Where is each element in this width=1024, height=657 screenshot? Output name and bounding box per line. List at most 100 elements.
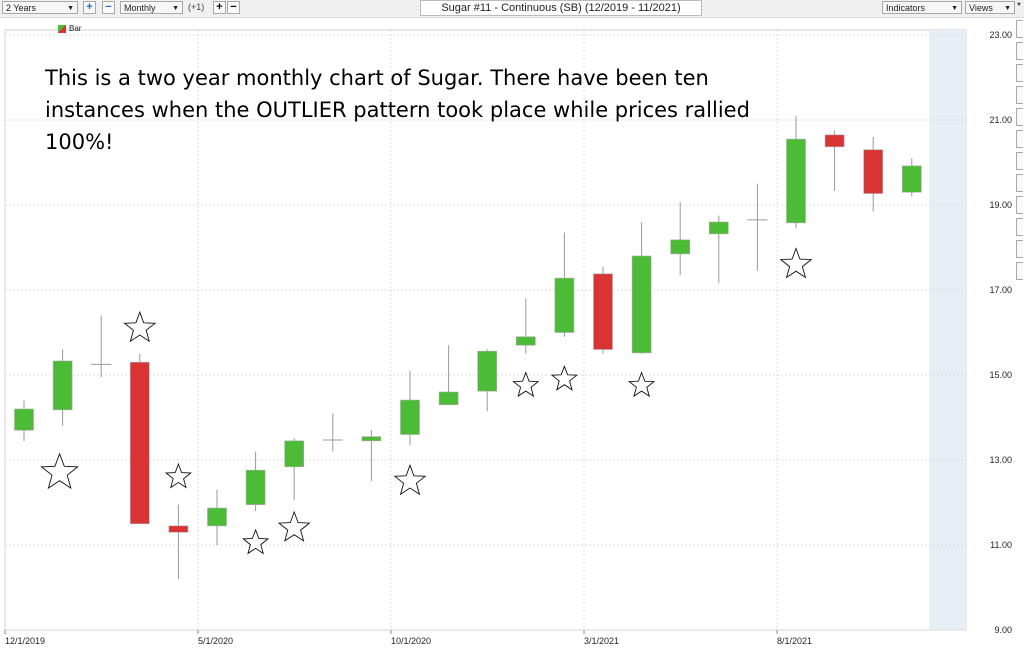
- annotation-text: This is a two year monthly chart of Suga…: [45, 66, 750, 154]
- candle: [284, 437, 305, 501]
- candle-body-up: [207, 507, 227, 527]
- candle: [477, 349, 498, 412]
- candle-body-up: [631, 255, 652, 354]
- offset-decrease-button[interactable]: −: [227, 1, 240, 14]
- views-label: Views: [969, 3, 993, 13]
- candle-body-up: [438, 391, 459, 406]
- candle: [438, 345, 459, 406]
- outlier-star-icon: [550, 365, 579, 391]
- candle: [245, 451, 266, 511]
- candle: [863, 137, 884, 212]
- x-tick-label: 12/1/2019: [5, 636, 45, 646]
- candle: [52, 349, 73, 426]
- y-tick-label: 11.00: [990, 540, 1012, 550]
- zoom-out-button[interactable]: −: [102, 1, 115, 14]
- chart-legend: Bar: [58, 24, 81, 33]
- x-tick-label: 8/1/2021: [777, 636, 812, 646]
- side-tool-button[interactable]: [1016, 108, 1023, 126]
- side-tool-button[interactable]: [1016, 174, 1023, 192]
- candle: [708, 215, 729, 284]
- candle-body-down: [168, 525, 189, 533]
- candle-body-up: [14, 408, 34, 431]
- chevron-down-icon: ▼: [172, 5, 179, 12]
- outlier-star-icon: [512, 371, 540, 398]
- chart-toolbar: 2 Years ▼ + − Monthly ▼ (+1) + − Sugar #11…: [0, 0, 1024, 18]
- candlestick-chart[interactable]: 23.00 21.00 19.00 17.00 15.00 13.00 11.00 9.00 1…: [0, 17, 1016, 657]
- candle-body-up: [477, 350, 498, 392]
- offset-label: (+1): [188, 2, 205, 12]
- forecast-shade: [929, 30, 966, 630]
- candle-body-down: [824, 134, 845, 148]
- candle: [400, 370, 420, 446]
- candle-body-down: [130, 361, 150, 525]
- candle-body-up: [245, 469, 266, 505]
- outlier-star-icon: [779, 247, 813, 279]
- side-tool-button[interactable]: [1016, 196, 1023, 214]
- x-tick-label: 5/1/2020: [198, 636, 233, 646]
- candle: [91, 315, 112, 378]
- y-tick-label: 15.00: [989, 370, 1012, 380]
- candle: [747, 183, 768, 271]
- views-modified-mark: *: [1017, 1, 1021, 12]
- side-tool-button[interactable]: [1016, 152, 1023, 170]
- side-tool-button[interactable]: [1016, 218, 1023, 236]
- chevron-down-icon: ▼: [951, 5, 958, 12]
- side-tool-strip: [1016, 20, 1024, 284]
- candle: [824, 130, 845, 191]
- side-tool-button[interactable]: [1016, 240, 1023, 258]
- y-tick-label: 13.00: [989, 455, 1012, 465]
- candle: [593, 266, 613, 354]
- bar-legend-swatch: [58, 24, 66, 33]
- candle: [631, 222, 652, 354]
- candle-body-up: [361, 436, 382, 442]
- outlier-star-icon: [123, 310, 157, 343]
- side-tool-button[interactable]: [1016, 42, 1023, 60]
- candle-body-up: [554, 277, 575, 333]
- candle-body-up: [52, 360, 73, 411]
- candle: [14, 400, 34, 441]
- y-tick-label: 9.00: [994, 625, 1012, 635]
- indicators-label: Indicators: [886, 3, 926, 13]
- candle: [554, 232, 575, 337]
- candle-body-down: [593, 273, 613, 350]
- outlier-star-icon: [241, 528, 270, 555]
- zoom-in-button[interactable]: +: [83, 1, 96, 14]
- candle: [322, 413, 343, 452]
- chevron-down-icon: ▼: [67, 5, 74, 12]
- outlier-star-icon: [393, 464, 427, 496]
- candle: [786, 115, 806, 229]
- candle-body-up: [786, 138, 806, 224]
- side-tool-button[interactable]: [1016, 64, 1023, 82]
- interval-value: Monthly: [124, 3, 156, 13]
- outlier-star-icon: [164, 462, 193, 489]
- legend-label: Bar: [69, 24, 82, 33]
- chart-title: Sugar #11 - Continuous (SB) (12/2019 - 1…: [420, 0, 702, 16]
- candle-body-up: [400, 399, 420, 435]
- candle: [515, 298, 536, 354]
- indicators-dropdown[interactable]: Indicators ▼: [882, 1, 962, 14]
- candle-body-up: [901, 165, 922, 193]
- chevron-down-icon: ▼: [1004, 5, 1011, 12]
- views-dropdown[interactable]: Views ▼: [965, 1, 1015, 14]
- side-tool-button[interactable]: [1016, 20, 1023, 38]
- side-tool-button[interactable]: [1016, 262, 1023, 280]
- x-tick-label: 10/1/2020: [391, 636, 431, 646]
- y-tick-label: 19.00: [989, 200, 1012, 210]
- x-tick-label: 3/1/2021: [584, 636, 619, 646]
- interval-select[interactable]: Monthly ▼: [120, 1, 183, 14]
- candle: [207, 489, 227, 545]
- side-tool-button[interactable]: [1016, 130, 1023, 148]
- y-tick-label: 23.00: [989, 30, 1012, 40]
- candle-body-down: [863, 149, 884, 194]
- side-tool-button[interactable]: [1016, 86, 1023, 104]
- offset-increase-button[interactable]: +: [213, 1, 226, 14]
- range-value: 2 Years: [6, 3, 37, 13]
- candle: [901, 158, 922, 197]
- y-tick-label: 21.00: [989, 115, 1012, 125]
- candle: [168, 504, 189, 579]
- y-tick-label: 17.00: [989, 285, 1012, 295]
- candle: [670, 202, 691, 276]
- range-select[interactable]: 2 Years ▼: [2, 1, 78, 14]
- outlier-star-icon: [627, 371, 656, 398]
- candle-body-up: [708, 221, 729, 235]
